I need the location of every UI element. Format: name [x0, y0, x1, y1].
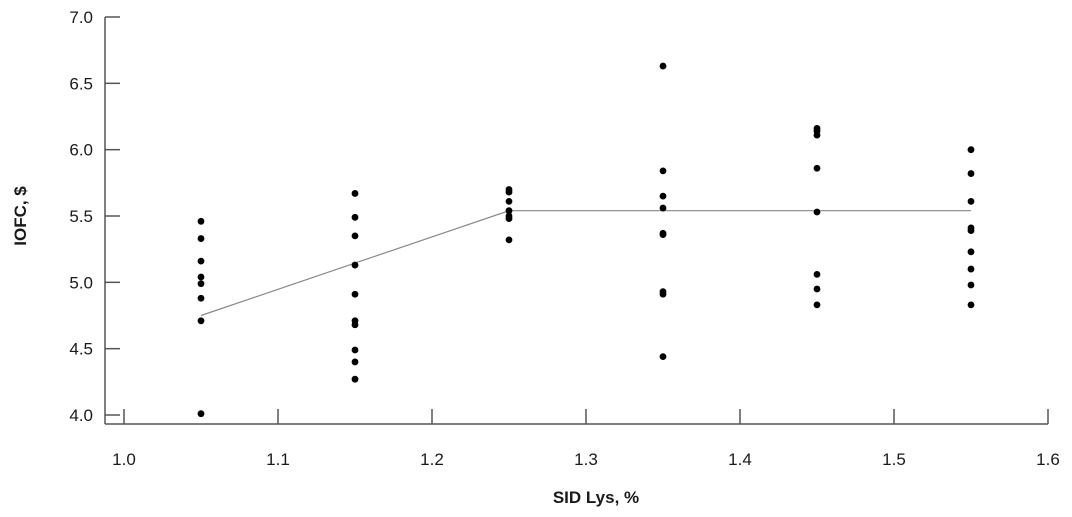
- y-tick-label: 5.5: [69, 207, 93, 226]
- x-tick-label: 1.1: [266, 450, 290, 469]
- data-point: [967, 248, 975, 256]
- data-point: [505, 236, 513, 244]
- x-tick-label: 1.3: [574, 450, 598, 469]
- y-axis-title: IOFC, $: [11, 186, 30, 246]
- data-point: [197, 273, 205, 281]
- data-point: [351, 358, 359, 366]
- data-point: [813, 208, 821, 216]
- x-axis-ticks: 1.0 1.1 1.2 1.3 1.4 1.5 1.6: [112, 409, 1060, 469]
- data-point: [659, 192, 667, 200]
- data-point: [505, 207, 513, 215]
- x-axis-title: SID Lys, %: [553, 488, 639, 507]
- axes: [104, 17, 1048, 425]
- data-point: [197, 294, 205, 302]
- data-point: [351, 261, 359, 269]
- data-point: [197, 257, 205, 265]
- x-tick-label: 1.0: [112, 450, 136, 469]
- data-point: [967, 227, 975, 234]
- data-point: [659, 62, 667, 70]
- data-point: [351, 232, 359, 240]
- data-point: [813, 285, 821, 293]
- data-point: [813, 164, 821, 172]
- data-point: [351, 190, 359, 197]
- y-tick-label: 6.0: [69, 141, 93, 160]
- data-point: [351, 375, 359, 383]
- scatter-series: [197, 62, 975, 418]
- data-point: [351, 213, 359, 221]
- data-point: [197, 317, 205, 325]
- data-point: [659, 290, 667, 298]
- data-point: [351, 321, 359, 329]
- data-point: [197, 217, 205, 225]
- data-point: [197, 235, 205, 242]
- y-tick-label: 5.0: [69, 273, 93, 292]
- data-point: [351, 290, 359, 298]
- data-point: [505, 198, 513, 205]
- y-tick-label: 7.0: [69, 8, 93, 27]
- data-point: [813, 301, 821, 309]
- data-point: [197, 280, 205, 288]
- x-tick-label: 1.2: [420, 450, 444, 469]
- y-tick-label: 4.5: [69, 340, 93, 359]
- fitted-line-series: [200, 210, 971, 317]
- data-point: [967, 170, 975, 177]
- data-point: [967, 146, 975, 154]
- y-tick-label: 4.0: [69, 406, 93, 425]
- data-point: [813, 131, 821, 139]
- y-axis-ticks: 4.0 4.5 5.0 5.5 6.0 6.5 7.0: [69, 8, 120, 425]
- data-point: [659, 204, 667, 212]
- data-point: [659, 231, 667, 238]
- data-point: [659, 353, 667, 361]
- data-point: [505, 188, 513, 196]
- data-point: [967, 301, 975, 309]
- data-point: [967, 265, 975, 273]
- x-tick-label: 1.4: [728, 450, 752, 469]
- data-point: [659, 167, 667, 175]
- data-point: [197, 410, 205, 418]
- x-tick-label: 1.5: [882, 450, 906, 469]
- data-point: [967, 198, 975, 205]
- data-point: [813, 270, 821, 278]
- y-tick-label: 6.5: [69, 74, 93, 93]
- data-point: [351, 346, 359, 354]
- data-point: [505, 215, 513, 223]
- data-point: [967, 281, 975, 289]
- x-tick-label: 1.6: [1036, 450, 1060, 469]
